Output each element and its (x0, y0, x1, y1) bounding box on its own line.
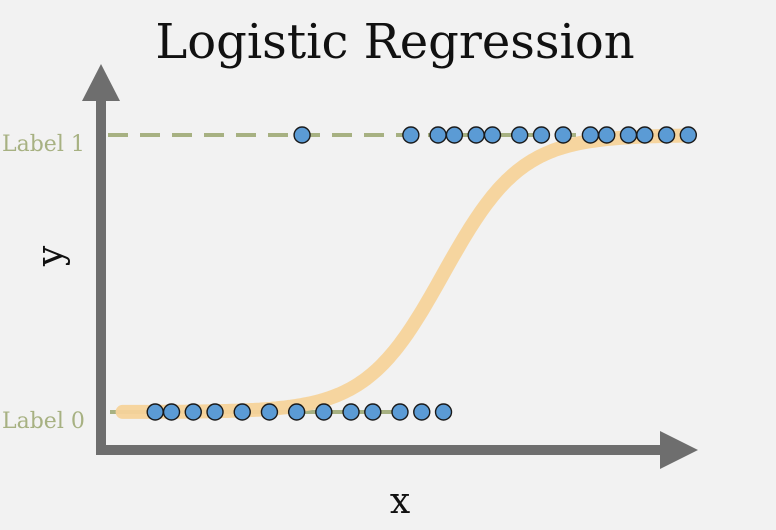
data-point-label-0 (233, 403, 251, 421)
sigmoid-layer (115, 128, 690, 419)
label-1-tick: Label 1 (2, 132, 85, 157)
data-point-label-1 (598, 126, 616, 144)
data-point-label-1 (510, 126, 529, 144)
data-point-label-1 (657, 126, 676, 144)
data-point-label-1 (636, 126, 654, 144)
data-point-label-0 (184, 403, 202, 421)
x-axis-arrowhead (660, 431, 698, 469)
data-point-label-0 (162, 403, 181, 421)
data-point-label-0 (206, 403, 224, 421)
data-point-label-1 (679, 126, 698, 144)
data-point-label-0 (413, 403, 431, 421)
data-point-label-1 (402, 126, 420, 144)
chart-title: Logistic Regression (155, 14, 634, 70)
data-points (146, 126, 698, 421)
data-point-label-0 (364, 403, 382, 421)
level-lines (108, 133, 690, 414)
data-point-label-1 (467, 126, 485, 144)
y-axis-label: y (30, 245, 71, 267)
data-point-label-0 (287, 403, 306, 421)
axes (82, 64, 698, 469)
data-point-label-1 (554, 126, 572, 144)
data-point-label-1 (429, 126, 447, 144)
data-point-label-1 (445, 126, 464, 144)
sigmoid-curve (115, 128, 690, 419)
data-point-label-0 (434, 403, 453, 421)
data-point-label-0 (260, 403, 279, 421)
y-axis-arrowhead (82, 64, 120, 101)
data-point-label-1 (619, 126, 638, 144)
data-point-label-0 (391, 403, 409, 421)
data-point-label-1 (293, 126, 311, 144)
x-axis-label: x (390, 481, 410, 522)
data-point-label-1 (532, 126, 551, 144)
data-point-label-0 (146, 403, 164, 421)
data-point-label-1 (483, 126, 502, 144)
label-0-tick: Label 0 (2, 409, 85, 434)
data-point-label-1 (581, 126, 600, 144)
data-point-label-0 (315, 403, 333, 421)
data-point-label-0 (342, 403, 360, 421)
